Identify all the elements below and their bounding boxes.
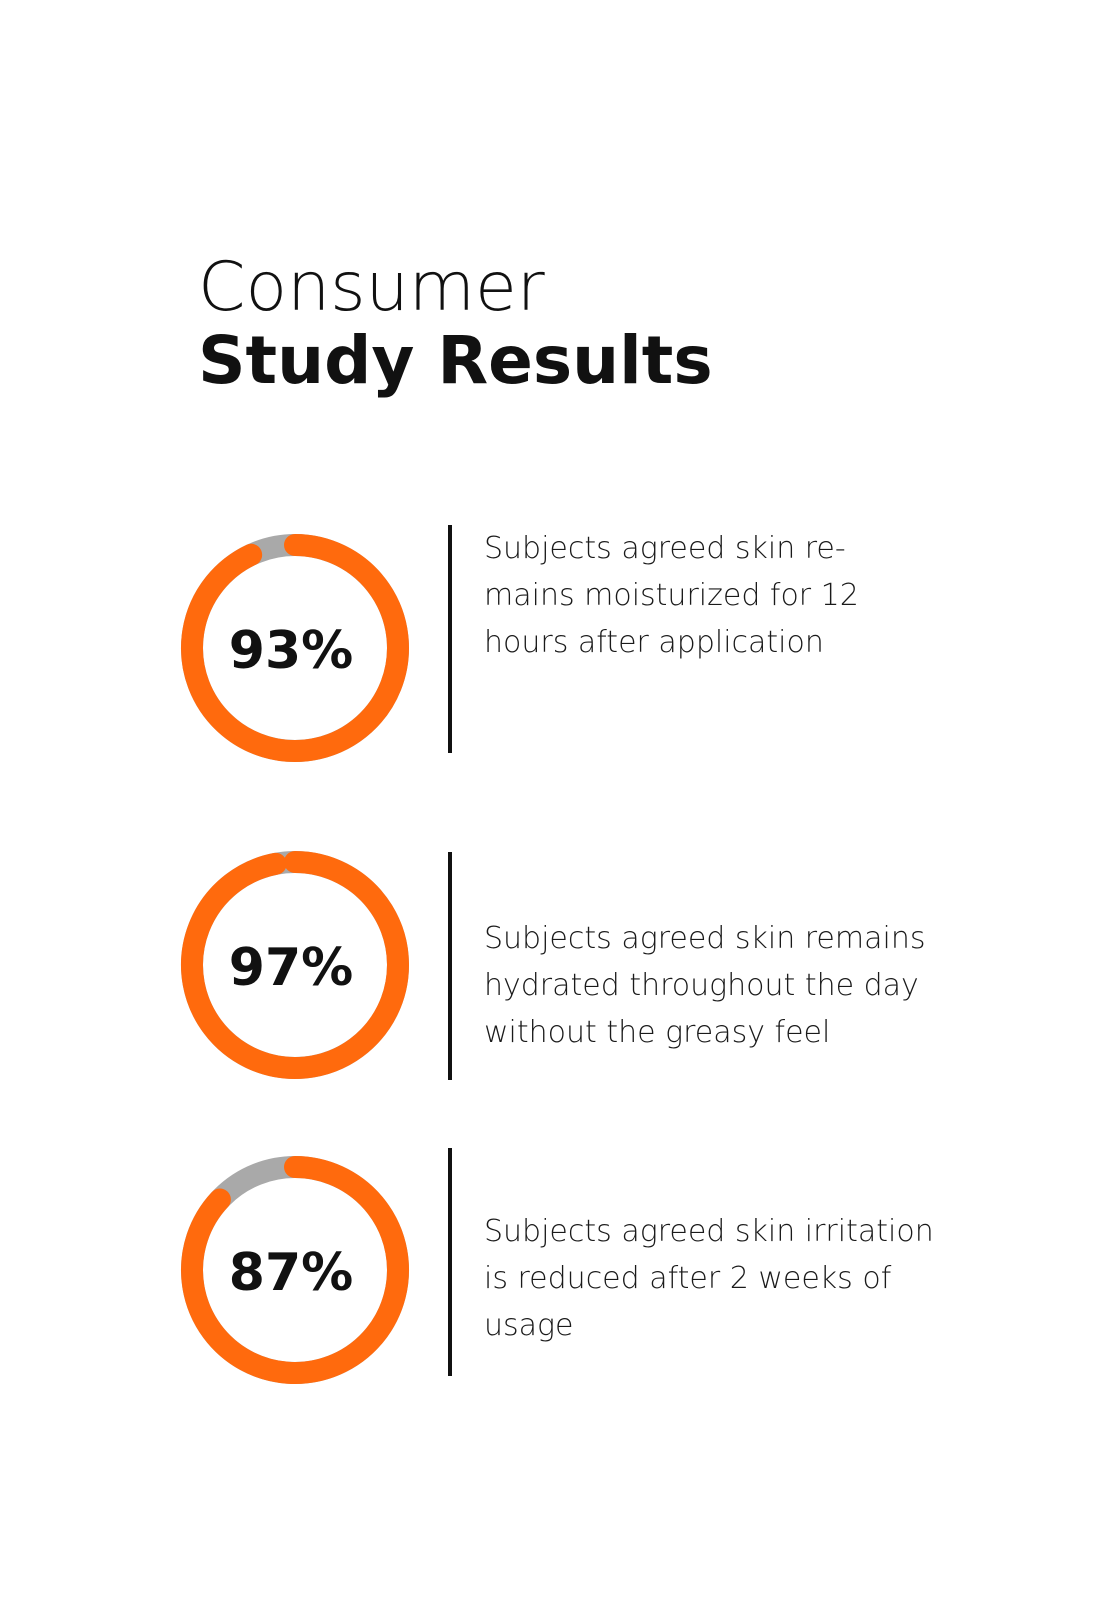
title-line: Consumer [198,248,545,327]
caption-line: hydrated throughout the day [484,968,919,1003]
caption-line: Subjects agreed skin re- [484,531,846,566]
donut-arc [181,1156,409,1384]
donut-arc [181,851,409,1079]
percent-label: 87% [229,1243,353,1303]
caption-line: is reduced after 2 weeks of [484,1261,892,1296]
caption-line: hours after application [484,625,824,660]
caption-line: usage [484,1308,574,1343]
donut-arc [181,534,409,762]
percent-label: 93% [229,621,353,681]
caption-line: without the greasy feel [484,1015,830,1050]
caption-line: Subjects agreed skin irritation [484,1214,934,1249]
caption-line: Subjects agreed skin remains [484,921,925,956]
percent-label: 97% [229,938,353,998]
title-line: Study Results [198,322,713,399]
caption-line: mains moisturized for 12 [484,578,859,613]
